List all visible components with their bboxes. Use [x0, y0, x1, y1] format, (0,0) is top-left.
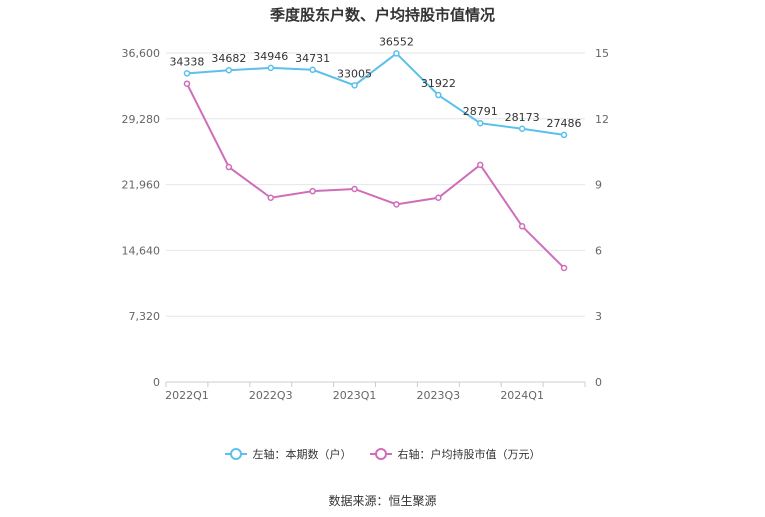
data-point-right — [518, 223, 526, 230]
data-point-right — [477, 161, 484, 169]
right-axis-tick-label: 9 — [595, 179, 602, 192]
left-axis-tick-label: 7,320 — [129, 310, 161, 323]
left-axis-tick-label: 14,640 — [122, 244, 161, 257]
left-axis-tick-label: 21,960 — [122, 179, 161, 192]
data-point-right — [351, 185, 358, 193]
data-point-left — [560, 131, 568, 139]
data-labels: 34338 34682 34946 34731 33005 36552 31922 28791… — [169, 35, 581, 129]
legend-item-left-series[interactable]: 左轴：本期数（户） — [224, 446, 352, 462]
x-axis-tick-label: 2023Q3 — [417, 389, 461, 402]
right-axis-tick-label: 3 — [595, 310, 602, 323]
x-axis-tick-label: 2023Q1 — [333, 389, 377, 402]
data-point-left — [309, 66, 316, 74]
data-label: 33005 — [337, 67, 372, 80]
axes: 0 0 7,320 3 14,640 6 21,960 9 29,280 12 36,600 15 20… — [122, 47, 610, 402]
right-axis-tick-label: 0 — [595, 376, 602, 389]
left-axis-tick-label: 36,600 — [122, 47, 161, 60]
right-axis-tick-label: 12 — [595, 113, 609, 126]
left-axis-tick-label: 0 — [153, 376, 160, 389]
data-point-right — [183, 80, 191, 87]
data-label: 34946 — [253, 50, 288, 63]
data-label: 31922 — [421, 77, 456, 90]
data-point-right — [560, 264, 568, 272]
data-label: 28173 — [505, 111, 540, 124]
series-line-left — [186, 52, 565, 136]
data-point-left — [351, 82, 358, 89]
data-point-right — [393, 201, 400, 208]
legend: 左轴：本期数（户） 右轴：户均持股市值（万元） — [0, 446, 765, 462]
right-axis-tick-label: 15 — [595, 47, 609, 60]
data-point-left — [267, 64, 274, 72]
x-axis-tick-label: 2024Q1 — [500, 389, 544, 402]
x-axis-tick-label: 2022Q1 — [165, 389, 209, 402]
right-axis-tick-label: 6 — [595, 244, 602, 257]
data-point-left — [518, 125, 526, 133]
data-label: 27486 — [547, 117, 582, 130]
data-point-left — [435, 91, 442, 99]
data-label: 36552 — [379, 35, 414, 48]
data-point-left — [183, 70, 191, 77]
data-point-right — [435, 194, 442, 202]
data-point-right — [267, 194, 274, 202]
data-point-left — [393, 50, 400, 57]
series — [183, 50, 568, 272]
data-label: 28791 — [463, 105, 498, 118]
data-point-right — [225, 163, 233, 171]
x-axis-tick-label: 2022Q3 — [249, 389, 293, 402]
data-source: 数据来源：恒生聚源 — [328, 494, 437, 508]
series-line-right — [186, 83, 565, 269]
data-label: 34338 — [169, 55, 204, 68]
data-label: 34731 — [295, 52, 330, 65]
legend-swatch-right-icon — [369, 448, 392, 460]
data-point-right — [309, 187, 316, 195]
legend-item-right-series[interactable]: 右轴：户均持股市值（万元） — [369, 446, 541, 462]
legend-swatch-left-icon — [224, 448, 247, 460]
legend-label-left: 左轴：本期数（户） — [252, 448, 352, 461]
data-label: 34682 — [211, 52, 246, 65]
data-point-left — [225, 66, 233, 74]
chart-title: 季度股东户数、户均持股市值情况 — [269, 6, 495, 24]
legend-label-right: 右轴：户均持股市值（万元） — [397, 448, 541, 461]
left-axis-tick-label: 29,280 — [122, 113, 161, 126]
grid-lines — [166, 52, 585, 317]
data-point-left — [477, 119, 484, 127]
